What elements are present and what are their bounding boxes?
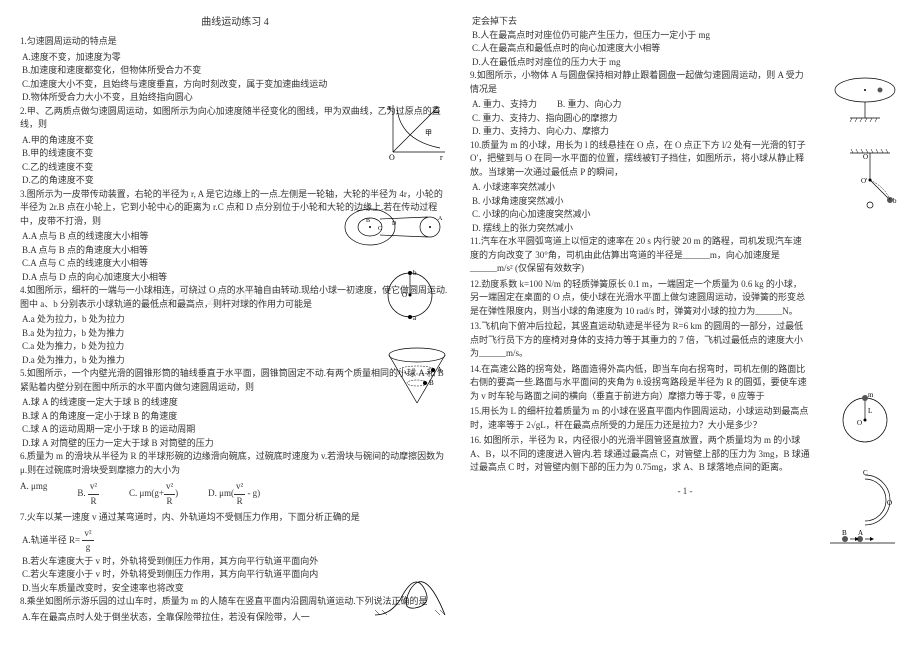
- svg-text:r: r: [440, 153, 443, 160]
- svg-text:A: A: [437, 366, 442, 374]
- q7-A: A.轨道半径 R= v²g: [22, 527, 450, 555]
- svg-text:b: b: [413, 269, 417, 277]
- svg-text:A: A: [858, 529, 863, 537]
- q16: 16. 如图所示，半径为 R，内径很小的光滑半圆管竖直放置，两个质量均为 m 的…: [470, 434, 810, 475]
- svg-text:乙: 乙: [433, 106, 440, 114]
- fig3-pulley: B C D A: [340, 205, 450, 250]
- svg-text:B: B: [366, 218, 370, 224]
- q2-C: C.乙的线速度不变: [22, 161, 450, 175]
- q8-D: D.人在最低点时对座位的压力大于 mg: [472, 56, 900, 70]
- fig8-loop: [370, 560, 450, 620]
- q1-B: B.加速度和速度都变化，但物体所受合力不变: [22, 64, 450, 78]
- svg-text:A: A: [438, 216, 443, 222]
- q11: 11.汽车在水平圆弧弯道上以恒定的速率在 20 s 内行驶 20 m 的路程，司…: [470, 235, 810, 276]
- q2-D: D.乙的角速度不变: [22, 174, 450, 188]
- q15: 15.用长为 L 的细杆拉着质量为 m 的小球在竖直平面内作圆周运动，小球运动到…: [470, 405, 810, 432]
- q6-options: A. μmg B. v²R C. μm(g+v²R) D. μm(v²R - g…: [20, 480, 450, 508]
- svg-text:O': O': [861, 177, 867, 185]
- fig15-rod: m L O: [840, 385, 890, 455]
- svg-text:O: O: [857, 419, 862, 427]
- fig10-pendulum: O O' b: [835, 145, 900, 215]
- q10-D: D. 摆线上的张力突然减小: [472, 222, 900, 236]
- svg-text:a: a: [387, 103, 391, 112]
- q7-stem: 7.火车以某一速度 v 通过某弯道时，内、外轨道均不受侧压力作用，下面分析正确的…: [20, 511, 450, 525]
- q6-stem: 6.质量为 m 的滑块从半径为 R 的半球形碗的边缘滑向碗底，过碗底时速度为 v…: [20, 450, 450, 477]
- q1-C: C.加速度大小不变，且始终与速度垂直，方向时刻改变，属于变加速曲线运动: [22, 78, 450, 92]
- svg-text:O: O: [863, 153, 868, 161]
- svg-text:C: C: [863, 469, 868, 477]
- svg-text:b: b: [893, 197, 897, 205]
- q9-stem: 9.如图所示，小物体 A 与圆盘保持相对静止跟着圆盘一起做匀速圆周运动，则 A …: [470, 69, 810, 96]
- svg-text:甲: 甲: [425, 129, 432, 137]
- q12: 12.劲度系数 k=100 N/m 的轻质弹簧原长 0.1 m，一端固定一个质量…: [470, 278, 810, 319]
- svg-text:O: O: [887, 499, 892, 507]
- svg-text:a: a: [413, 314, 417, 322]
- q10-stem: 10.质量为 m 的小球，用长为 l 的线悬挂在 O 点，在 O 点正下方 l/…: [470, 139, 810, 180]
- q5-D: D.球 A 对筒壁的压力一定大于球 B 对筒壁的压力: [22, 437, 450, 451]
- q14: 14.在高速公路的拐弯处，路面造得外高内低，即当车向右拐弯时，司机左侧的路面比右…: [470, 363, 810, 404]
- q4-B: B.a 处为拉力，b 处为推力: [22, 327, 450, 341]
- doc-title: 曲线运动练习 4: [20, 15, 450, 30]
- q1-stem: 1.匀速圆周运动的特点是: [20, 35, 450, 49]
- svg-text:C: C: [378, 226, 382, 232]
- fig9-disk: [830, 70, 900, 125]
- q9-D: D. 重力、支持力、向心力、摩擦力: [472, 125, 900, 139]
- svg-text:L: L: [868, 407, 872, 415]
- q8-cont: 定会掉下去: [472, 15, 900, 29]
- svg-text:B: B: [842, 529, 847, 537]
- fig5-cone: A B: [385, 345, 450, 410]
- svg-text:m: m: [868, 391, 874, 399]
- q1-A: A.速度不变，加速度为零: [22, 51, 450, 65]
- svg-text:B: B: [429, 379, 434, 387]
- fig2-graph: a r 乙 甲 O: [385, 100, 450, 160]
- svg-text:D: D: [392, 221, 397, 227]
- svg-text:O: O: [402, 291, 407, 299]
- fig16-tube: C B A O: [825, 465, 900, 550]
- q8-B: B.人在最高点时对座位仍可能产生压力，但压力一定小于 mg: [472, 29, 900, 43]
- q8-C: C.人在最高点和最低点时的向心加速度大小相等: [472, 42, 900, 56]
- q13: 13.飞机向下俯冲后拉起，其竖直运动轨迹是半径为 R=6 km 的圆周的一部分，…: [470, 320, 810, 361]
- q5-B: B.球 A 的角速度一定小于球 B 的角速度: [22, 410, 450, 424]
- q5-C: C.球 A 的运动周期一定小于球 B 的运动周期: [22, 423, 450, 437]
- fig4-circle: b a O: [380, 265, 440, 325]
- svg-text:O: O: [389, 153, 395, 160]
